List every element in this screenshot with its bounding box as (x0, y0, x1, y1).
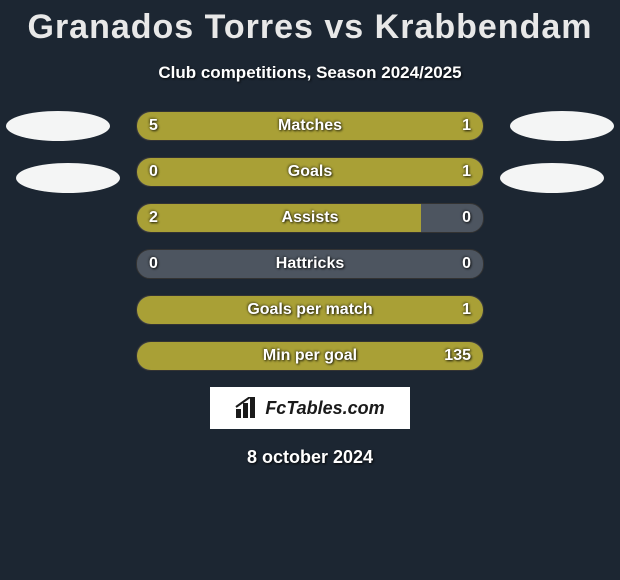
stat-value-left: 5 (149, 117, 158, 135)
stat-value-left: 2 (149, 209, 158, 227)
stat-row: Min per goal 135 (136, 341, 484, 371)
stat-fill-left (137, 204, 421, 232)
stat-fill-right (421, 112, 483, 140)
player-right-avatar-2 (500, 163, 604, 193)
stat-row: 0 Hattricks 0 (136, 249, 484, 279)
stat-row: 0 Goals 1 (136, 157, 484, 187)
stat-fill-right (199, 158, 483, 186)
stat-fill-left (137, 158, 199, 186)
subtitle: Club competitions, Season 2024/2025 (0, 63, 620, 83)
stat-value-left: 0 (149, 255, 158, 273)
bars-icon (235, 397, 261, 419)
stat-label: Assists (282, 209, 339, 227)
stat-value-right: 0 (462, 255, 471, 273)
stat-label: Goals per match (247, 301, 372, 319)
stat-value-right: 1 (462, 117, 471, 135)
stat-label: Matches (278, 117, 342, 135)
date-label: 8 october 2024 (0, 447, 620, 468)
stats-area: 5 Matches 1 0 Goals 1 2 Assists 0 0 Hattricks 0 Goal… (0, 111, 620, 371)
stat-fill-left (137, 296, 206, 324)
player-left-avatar-2 (16, 163, 120, 193)
page-title: Granados Torres vs Krabbendam (0, 0, 620, 47)
stat-value-left: 0 (149, 163, 158, 181)
stat-label: Min per goal (263, 347, 357, 365)
stat-row: 2 Assists 0 (136, 203, 484, 233)
stat-value-right: 0 (462, 209, 471, 227)
stat-row: Goals per match 1 (136, 295, 484, 325)
branding-label: FcTables.com (265, 398, 384, 419)
player-right-avatar-1 (510, 111, 614, 141)
stat-value-right: 1 (462, 163, 471, 181)
branding-badge: FcTables.com (210, 387, 410, 429)
stat-label: Hattricks (276, 255, 344, 273)
stat-value-right: 1 (462, 301, 471, 319)
stat-value-right: 135 (444, 347, 471, 365)
stat-row: 5 Matches 1 (136, 111, 484, 141)
stat-label: Goals (288, 163, 332, 181)
player-left-avatar-1 (6, 111, 110, 141)
